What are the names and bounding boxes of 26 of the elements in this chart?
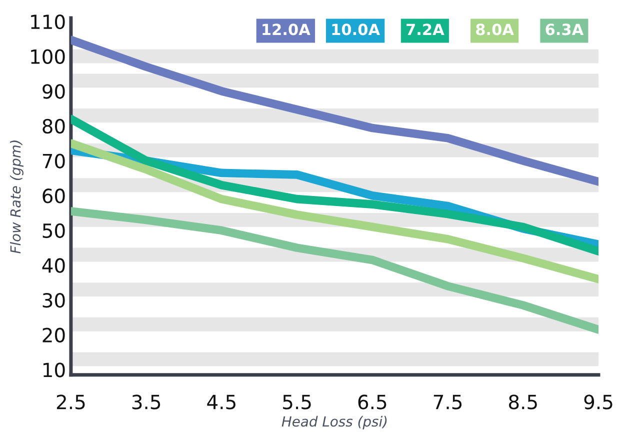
- x-tick-label: 4.5: [207, 394, 236, 410]
- text: 6.3A: [546, 24, 584, 36]
- x-axis-title: Head Loss (psi): [282, 416, 387, 430]
- y-tick-label: 50: [42, 223, 65, 238]
- text: 12.0A: [262, 24, 310, 36]
- y-tick-label: 10: [43, 362, 65, 378]
- x-tick-label: 8.5: [508, 394, 537, 410]
- y-tick-label: 90: [42, 84, 65, 99]
- y-axis-title: Flow Rate (gpm): [10, 140, 24, 254]
- y-tick-label: 60: [42, 188, 65, 204]
- y-tick-label: 70: [42, 154, 65, 168]
- y-tick-label: 80: [42, 118, 65, 134]
- y-tick-label: 110: [31, 14, 65, 30]
- y-tick-label: 20: [42, 328, 65, 343]
- y-tick-label: 30: [42, 292, 65, 308]
- text: 8.0A: [476, 24, 514, 36]
- x-tick-label: 3.5: [132, 394, 160, 410]
- x-tick-label: 5.5: [283, 394, 311, 410]
- x-tick-label: 9.5: [584, 394, 612, 410]
- y-tick-label: 100: [31, 49, 65, 64]
- x-tick-label: 6.5: [358, 394, 386, 410]
- text: 7.2A: [406, 24, 444, 35]
- x-tick-label: 2.5: [56, 394, 85, 410]
- y-tick-label: 40: [42, 258, 65, 273]
- text: 10.0A: [332, 24, 380, 36]
- x-tick-label: 7.5: [434, 394, 462, 410]
